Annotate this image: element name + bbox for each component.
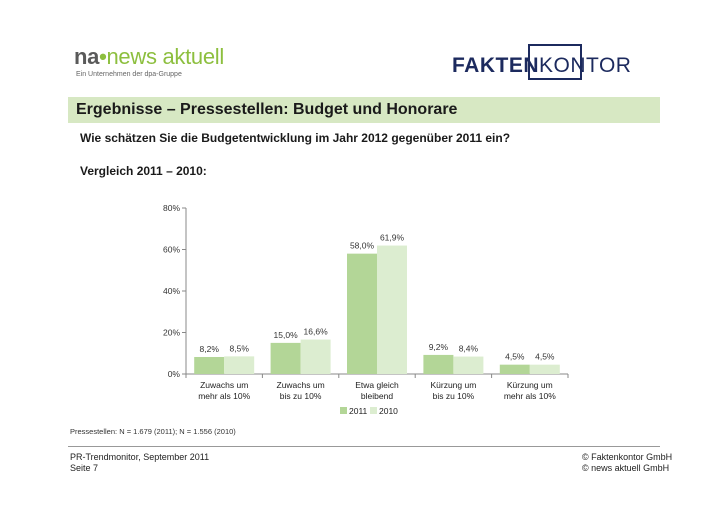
category-label: mehr als 10%: [198, 391, 250, 401]
bar-2011: [270, 342, 301, 374]
category-label: Kürzung um: [430, 380, 476, 390]
data-label: 4,5%: [505, 352, 525, 362]
y-tick-label: 60%: [163, 245, 180, 255]
comparison-label: Vergleich 2011 – 2010:: [80, 164, 207, 178]
bar-2011: [499, 364, 530, 374]
page-title: Ergebnisse – Pressestellen: Budget und H…: [76, 101, 458, 118]
bar-2010: [224, 356, 255, 374]
footer-copyright-2: © news aktuell GmbH: [582, 463, 670, 473]
bar-2010: [529, 364, 560, 374]
logo-news-text: news aktuell: [106, 44, 224, 69]
data-label: 8,5%: [230, 343, 250, 353]
data-label: 15,0%: [274, 330, 299, 340]
data-label: 9,2%: [429, 342, 449, 352]
y-tick-label: 40%: [163, 286, 180, 296]
category-label: Etwa gleich: [355, 380, 399, 390]
logo-subline: Ein Unternehmen der dpa-Gruppe: [76, 71, 182, 78]
data-label: 61,9%: [380, 233, 405, 243]
bar-2010: [453, 356, 484, 374]
bar-2011: [194, 356, 225, 374]
category-label: Zuwachs um: [200, 380, 248, 390]
footer-page: Seite 7: [70, 463, 99, 473]
news-aktuell-logo: na•news aktuell Ein Unternehmen der dpa-…: [74, 44, 224, 78]
category-label: mehr als 10%: [504, 391, 556, 401]
bar-2011: [423, 354, 454, 374]
legend-label-2011: 2011: [349, 406, 368, 416]
faktenkontor-logo: FAKTENKONTOR: [452, 44, 652, 84]
legend-swatch-2010: [370, 407, 377, 414]
category-label: bis zu 10%: [433, 391, 475, 401]
category-label: Kürzung um: [507, 380, 553, 390]
footer-copyright-1: © Faktenkontor GmbH: [582, 452, 673, 462]
data-label: 8,2%: [200, 344, 220, 354]
data-label: 16,6%: [304, 327, 329, 337]
logo-dot: •: [99, 44, 107, 69]
bar-2010: [300, 339, 331, 374]
footer-divider: [68, 446, 660, 447]
logo-frame: [528, 44, 582, 80]
footer-right: © Faktenkontor GmbH © news aktuell GmbH: [582, 452, 672, 474]
category-label: bleibend: [361, 391, 393, 401]
bar-2011: [347, 253, 377, 374]
category-label: Zuwachs um: [277, 380, 325, 390]
title-bar: Ergebnisse – Pressestellen: Budget und H…: [68, 97, 660, 123]
y-tick-label: 80%: [163, 203, 180, 213]
footer-left: PR-Trendmonitor, September 2011 Seite 7: [70, 452, 209, 474]
bar-2010: [377, 245, 407, 374]
legend-label-2010: 2010: [379, 406, 398, 416]
y-tick-label: 0%: [168, 369, 181, 379]
sample-footnote: Pressestellen: N = 1.679 (2011); N = 1.5…: [70, 427, 236, 436]
logo-kontor-text: KONTOR: [539, 54, 632, 77]
data-label: 58,0%: [350, 241, 375, 251]
footer-source: PR-Trendmonitor, September 2011: [70, 452, 210, 462]
y-tick-label: 20%: [163, 328, 180, 338]
logo-fakten-text: FAKTEN: [452, 54, 539, 77]
data-label: 4,5%: [535, 352, 555, 362]
survey-question: Wie schätzen Sie die Budgetentwicklung i…: [80, 131, 511, 145]
legend-swatch-2011: [340, 407, 347, 414]
logo-na-text: na: [74, 44, 100, 69]
category-label: bis zu 10%: [280, 391, 322, 401]
data-label: 8,4%: [459, 344, 479, 354]
